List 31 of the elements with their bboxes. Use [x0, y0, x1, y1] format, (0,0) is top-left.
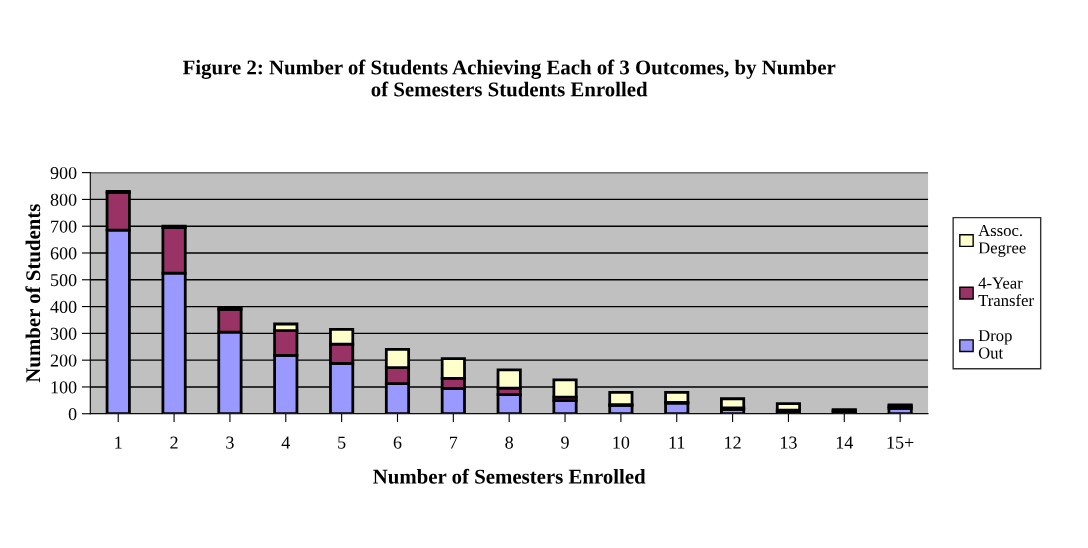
- x-tick-label: 7: [450, 436, 458, 449]
- x-tick-label: 10: [613, 436, 630, 449]
- y-tick-label: 700: [51, 220, 77, 233]
- y-axis-title: Number of Students: [25, 204, 41, 383]
- y-tick-label: 0: [68, 408, 77, 421]
- x-tick-label: 11: [669, 436, 685, 449]
- legend-label: Drop Out: [978, 330, 1012, 359]
- x-tick-label: 2: [170, 436, 178, 449]
- x-tick-label: 13: [781, 436, 797, 449]
- y-tick-label: 500: [51, 274, 77, 287]
- y-tick-label: 400: [50, 300, 77, 314]
- x-tick-label: 5: [338, 436, 346, 449]
- y-tick-label: 900: [50, 166, 77, 180]
- legend-label: 4-Year Transfer: [978, 277, 1034, 307]
- y-tick-label: 200: [50, 354, 77, 367]
- x-tick-label: 14: [836, 436, 854, 449]
- x-tick-label: 4: [281, 436, 291, 449]
- x-tick-label: 6: [393, 436, 402, 449]
- x-axis-title: Number of Semesters Enrolled: [373, 468, 646, 484]
- x-tick-label: 12: [725, 436, 741, 449]
- x-tick-label: 9: [561, 436, 569, 449]
- y-tick-label: 300: [50, 327, 77, 340]
- y-tick-label: 100: [51, 381, 77, 394]
- x-tick-label: 15+: [887, 436, 914, 449]
- x-tick-label: 8: [505, 436, 514, 449]
- y-tick-label: 800: [50, 193, 77, 206]
- legend-label: Assoc. Degree: [978, 224, 1026, 257]
- chart-title: Figure 2: Number of Students Achieving Each of 3 Outcomes, by Number of Semesters Students Enrolled: [182, 59, 836, 97]
- y-tick-label: 600: [50, 247, 77, 260]
- x-tick-label: 3: [226, 436, 234, 449]
- x-tick-label: 1: [115, 436, 122, 449]
